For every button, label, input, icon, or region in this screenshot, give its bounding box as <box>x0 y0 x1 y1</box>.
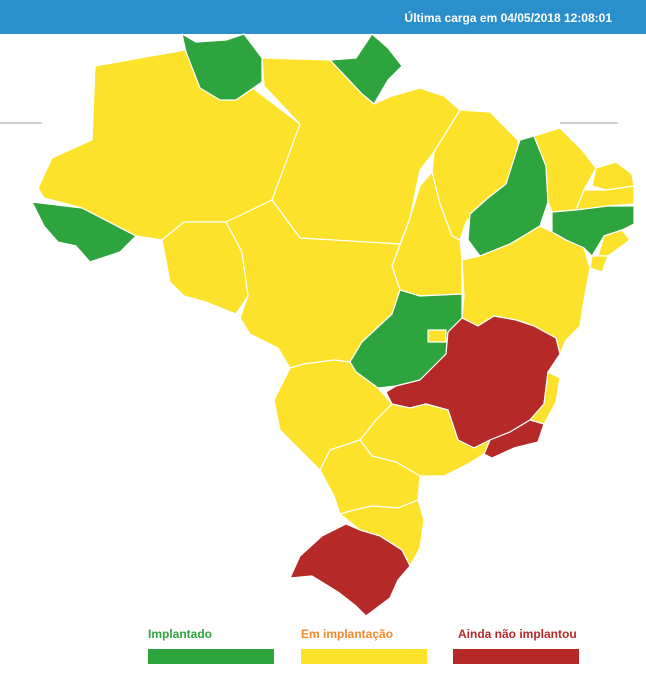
last-load-timestamp: Última carga em 04/05/2018 12:08:01 <box>404 11 612 25</box>
header-bar: Última carga em 04/05/2018 12:08:01 <box>0 0 646 34</box>
state-rr[interactable] <box>181 33 263 101</box>
state-al[interactable] <box>597 229 631 257</box>
state-se[interactable] <box>589 255 609 273</box>
legend-swatch-implantado <box>148 649 274 664</box>
state-df[interactable] <box>427 329 447 343</box>
legend-swatch-em-implantacao <box>301 649 427 664</box>
legend-label-ainda-nao-implantou: Ainda não implantou <box>458 627 577 641</box>
state-ac[interactable] <box>31 201 137 263</box>
divider-line-left <box>0 122 42 124</box>
legend-swatch-ainda-nao-implantou <box>453 649 579 664</box>
divider-line-right <box>560 122 618 124</box>
state-rs[interactable] <box>289 523 411 617</box>
state-rn[interactable] <box>591 161 635 191</box>
legend-label-em-implantacao: Em implantação <box>301 627 394 641</box>
legend-label-implantado: Implantado <box>148 627 213 641</box>
